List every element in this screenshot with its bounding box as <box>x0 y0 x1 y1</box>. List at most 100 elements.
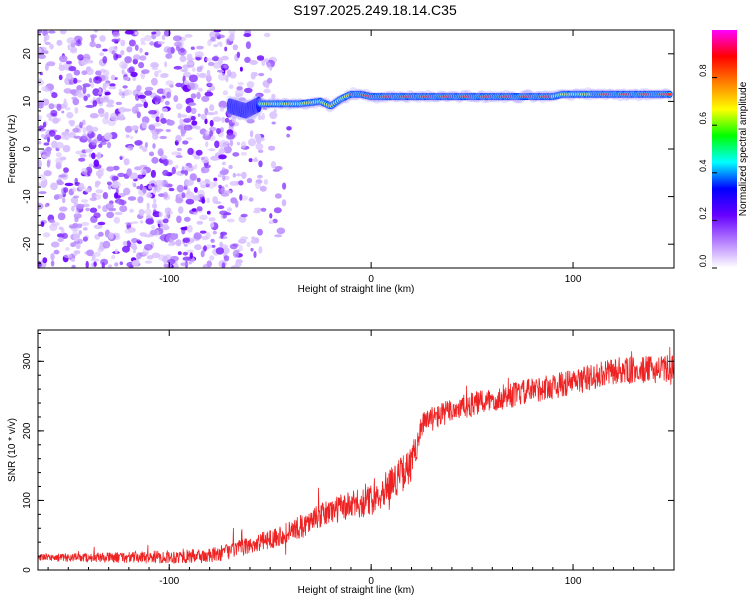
noise-blob <box>146 255 154 260</box>
noise-blob <box>107 184 112 190</box>
noise-blob <box>144 86 154 91</box>
noise-blob <box>119 156 123 161</box>
noise-blob <box>207 39 212 47</box>
noise-blob <box>248 158 253 163</box>
noise-blob <box>167 259 176 265</box>
noise-blob <box>155 179 164 187</box>
noise-blob <box>136 185 141 190</box>
noise-blob <box>274 193 282 199</box>
noise-blob <box>218 72 227 81</box>
noise-blob <box>81 221 90 226</box>
noise-blob <box>229 71 237 79</box>
noise-blob <box>269 111 278 120</box>
noise-blob <box>227 190 232 194</box>
noise-blob <box>91 152 96 160</box>
noise-blob <box>196 206 203 212</box>
noise-blob <box>195 56 201 61</box>
noise-blob <box>140 169 147 175</box>
noise-blob <box>187 147 194 155</box>
noise-blob <box>139 55 147 61</box>
noise-blob <box>59 55 68 63</box>
noise-blob <box>38 181 41 188</box>
noise-blob <box>270 161 277 169</box>
noise-blob <box>113 53 119 61</box>
noise-blob <box>43 50 49 55</box>
colorbar: 0.0 0.2 0.4 0.6 0.8 Normalized spectral ampl… <box>698 30 749 269</box>
noise-blob <box>48 30 56 34</box>
noise-blob <box>119 205 128 213</box>
noise-blob <box>177 125 184 130</box>
noise-blob <box>118 106 127 113</box>
noise-blob <box>46 61 56 67</box>
noise-blob <box>217 69 224 73</box>
noise-blob <box>188 74 198 83</box>
noise-blob <box>175 134 182 143</box>
snr-xlabel: Height of straight line (km) <box>298 585 415 596</box>
noise-blob <box>219 144 228 148</box>
noise-blob <box>193 186 198 193</box>
noise-blob <box>163 191 168 199</box>
noise-blob <box>157 148 164 157</box>
noise-blob <box>152 187 157 195</box>
noise-blob <box>49 223 58 232</box>
noise-blob <box>80 199 89 203</box>
noise-blob <box>136 174 145 179</box>
noise-blob <box>167 242 176 247</box>
noise-blob <box>124 222 133 226</box>
noise-blob <box>177 251 182 256</box>
noise-blob <box>123 187 131 196</box>
spectrogram-ytick-label: 10 <box>22 95 33 107</box>
noise-blob <box>165 80 174 86</box>
noise-blob <box>131 221 139 224</box>
noise-blob <box>257 228 263 236</box>
noise-blob <box>224 184 229 188</box>
noise-blob <box>42 257 48 264</box>
noise-blob <box>38 174 46 181</box>
noise-blob <box>207 82 214 87</box>
noise-blob <box>182 251 189 256</box>
noise-blob <box>44 34 50 41</box>
noise-blob <box>196 220 204 225</box>
noise-blob <box>234 200 239 208</box>
noise-blob <box>212 230 217 235</box>
noise-blob <box>211 56 220 62</box>
noise-blob <box>66 37 76 44</box>
noise-blob <box>223 64 228 69</box>
noise-blob <box>249 130 254 138</box>
noise-blob <box>164 210 174 215</box>
noise-blob <box>255 181 261 189</box>
noise-blob <box>100 141 107 146</box>
noise-blob <box>62 101 69 108</box>
noise-blob <box>238 97 246 101</box>
noise-blob <box>205 232 211 240</box>
colorbar-tick-label: 0.8 <box>698 64 708 77</box>
noise-blob <box>126 145 134 152</box>
noise-blob <box>205 74 212 83</box>
snr-ylabel: SNR (10 * v/v) <box>7 418 18 482</box>
noise-blob <box>245 41 251 49</box>
noise-blob <box>50 260 55 267</box>
noise-blob <box>161 107 168 113</box>
noise-blob <box>85 104 95 108</box>
noise-blob <box>93 261 97 267</box>
noise-blob <box>89 113 99 119</box>
noise-blob <box>250 239 259 244</box>
noise-blob <box>86 126 93 134</box>
noise-blob <box>166 91 172 99</box>
noise-blob <box>113 176 119 181</box>
noise-blob <box>99 52 105 56</box>
noise-blob <box>201 95 210 102</box>
noise-blob <box>166 119 175 126</box>
noise-blob <box>85 188 91 193</box>
noise-blob <box>196 45 204 50</box>
noise-blob <box>136 252 142 260</box>
noise-blob <box>197 87 203 92</box>
noise-blob <box>282 182 287 190</box>
noise-blob <box>168 187 175 192</box>
noise-blob <box>174 41 182 47</box>
noise-blob <box>250 247 254 252</box>
noise-blob <box>188 164 193 168</box>
noise-blob <box>216 128 221 135</box>
noise-blob <box>81 70 88 76</box>
noise-blob <box>93 224 103 230</box>
